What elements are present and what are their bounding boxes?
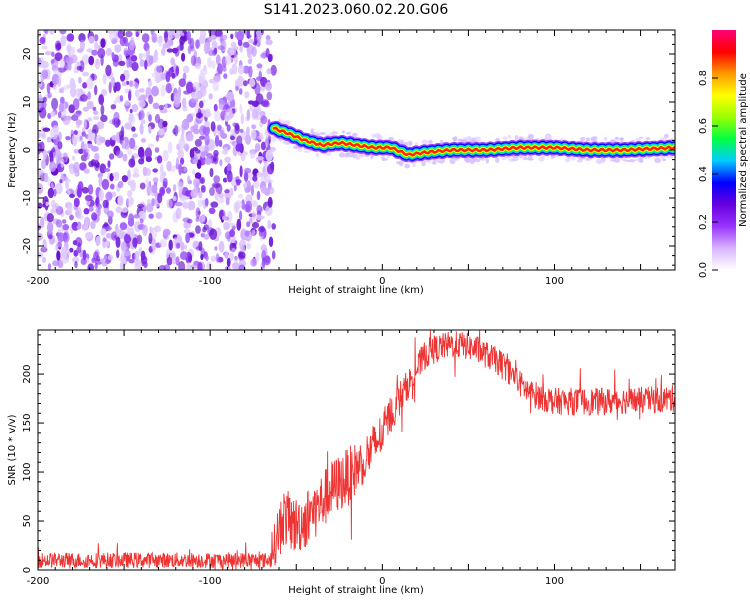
snr-y-tick-label: 200	[22, 365, 33, 384]
snr-y-axis-label: SNR (10 * v/v)	[7, 414, 18, 485]
spectrogram-y-tick-label: -10	[22, 190, 33, 206]
spectrogram-heatmap	[38, 30, 675, 270]
spectrogram-y-tick-label: -20	[22, 238, 33, 254]
spectrogram-y-tick-label: 10	[22, 96, 33, 109]
colorbar-tick-label: 0.2	[698, 214, 709, 230]
snr-x-axis-label: Height of straight line (km)	[288, 585, 424, 596]
spectrogram-y-axis-label: Frequency (Hz)	[7, 112, 18, 188]
snr-x-tick-label: 0	[379, 576, 385, 587]
colorbar-tick-label: 0.4	[698, 166, 709, 182]
spectrogram-x-tick-label: 100	[545, 276, 564, 287]
colorbar-tick-label: 0.6	[698, 118, 709, 134]
spectrogram-y-tick-label: 20	[22, 48, 33, 61]
noise-blobs	[38, 30, 277, 270]
spectrogram-x-tick-label: 0	[379, 276, 385, 287]
snr-y-tick-label: 0	[22, 567, 33, 573]
snr-series-line	[37, 329, 676, 571]
spectrogram-x-tick-label: -100	[199, 276, 222, 287]
spectrogram-x-tick-label: -200	[27, 276, 50, 287]
colorbar-label: Normalized spectral amplitude	[738, 73, 749, 227]
snr-x-tick-label: -200	[27, 576, 50, 587]
colorbar: 0.0 0.2 0.4 0.6 0.8 Normalized spectral ampl…	[698, 30, 749, 278]
snr-line-area	[37, 329, 676, 571]
snr-ticks	[37, 330, 676, 571]
colorbar-tick-labels: 0.0 0.2 0.4 0.6 0.8	[698, 70, 718, 278]
spectrogram-x-axis-label: Height of straight line (km)	[288, 285, 424, 296]
chart-title: S141.2023.060.02.20.G06	[264, 2, 449, 18]
snr-x-tick-label: -100	[199, 576, 222, 587]
snr-y-tick-label: 100	[22, 462, 33, 481]
snr-panel: -200 -100 0 100 0 50 100 150 200 Height of strai…	[7, 329, 676, 596]
spectrogram-ticks	[37, 30, 676, 270]
snr-x-tick-label: 100	[545, 576, 564, 587]
snr-frame	[37, 329, 676, 571]
spectral-ridge	[266, 120, 675, 163]
snr-y-tick-label: 50	[22, 515, 33, 528]
spectrogram-y-tick-label: 0	[22, 147, 33, 153]
colorbar-tick-label: 0.8	[698, 70, 709, 86]
colorbar-gradient	[712, 30, 736, 270]
snr-y-tick-label: 150	[22, 414, 33, 433]
snr-tick-labels: -200 -100 0 100 0 50 100 150 200	[22, 365, 564, 587]
colorbar-tick-label: 0.0	[698, 262, 709, 278]
